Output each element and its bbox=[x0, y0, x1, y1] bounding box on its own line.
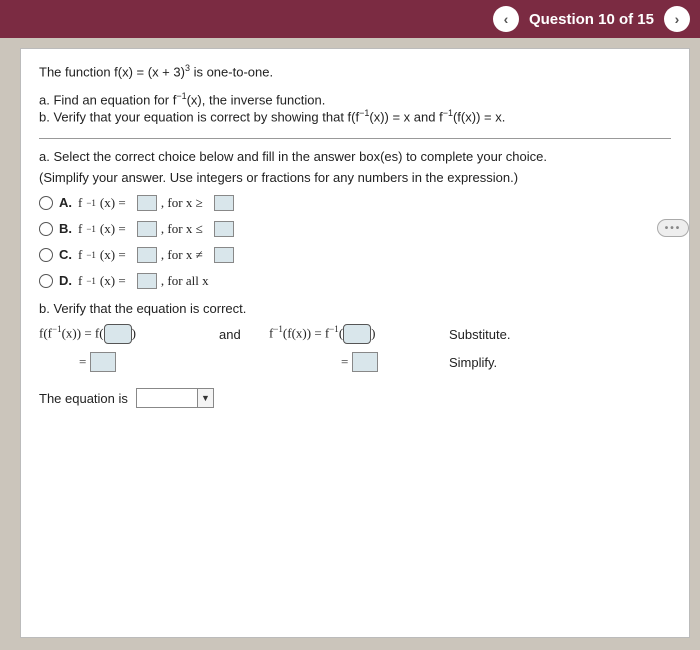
conclusion-select[interactable]: ▼ bbox=[136, 388, 214, 408]
choice-expr: f−1(x) = , for all x bbox=[78, 273, 216, 289]
choice-letter: C. bbox=[59, 247, 72, 262]
lhs-simplify-input[interactable] bbox=[90, 352, 116, 372]
choice-letter: A. bbox=[59, 195, 72, 210]
choice-1-cond-input[interactable] bbox=[214, 221, 234, 237]
question-title: Question 10 of 15 bbox=[529, 11, 654, 28]
next-button[interactable]: › bbox=[664, 6, 690, 32]
choice-3-ans-input[interactable] bbox=[137, 273, 157, 289]
rhs1-exp: −1 bbox=[273, 324, 283, 334]
lhs-expr: f(f−1(x)) = f() bbox=[39, 324, 219, 344]
eq2: = bbox=[341, 354, 348, 370]
chevron-down-icon: ▼ bbox=[197, 389, 213, 407]
radio-B[interactable] bbox=[39, 222, 53, 236]
lhs1-exp: −1 bbox=[52, 324, 62, 334]
choice-1-ans-input[interactable] bbox=[137, 221, 157, 237]
a-post: (x), the inverse function. bbox=[187, 93, 326, 108]
choice-0-ans-input[interactable] bbox=[137, 195, 157, 211]
radio-A[interactable] bbox=[39, 196, 53, 210]
choice-expr: f−1(x) = , for x ≥ bbox=[78, 195, 234, 211]
b-mid: (x)) = x and f bbox=[369, 109, 442, 124]
rhs-sub-input[interactable] bbox=[343, 324, 371, 344]
lhs1-pre: f(f bbox=[39, 325, 52, 340]
rhs1-exp2: −1 bbox=[329, 324, 339, 334]
choice-row-C: C. f−1(x) = , for x ≠ bbox=[39, 247, 671, 263]
rhs1-mid: (f(x)) = f bbox=[283, 325, 329, 340]
lhs1-post: (x)) = f( bbox=[62, 325, 104, 340]
lhs-close: ) bbox=[132, 325, 136, 340]
choice-row-D: D. f−1(x) = , for all x bbox=[39, 273, 671, 289]
substitute-label: Substitute. bbox=[449, 327, 529, 342]
simplify-label: Simplify. bbox=[449, 355, 529, 370]
lhs-sub-input[interactable] bbox=[104, 324, 132, 344]
choice-expr: f−1(x) = , for x ≤ bbox=[78, 221, 234, 237]
lhs-simplify-row: = bbox=[79, 352, 219, 372]
b-exp2: −1 bbox=[443, 108, 453, 118]
parta-lead: a. Select the correct choice below and f… bbox=[39, 149, 671, 164]
choice-row-A: A. f−1(x) = , for x ≥ bbox=[39, 195, 671, 211]
more-button[interactable]: ••• bbox=[657, 219, 689, 237]
radio-D[interactable] bbox=[39, 274, 53, 288]
question-card: The function f(x) = (x + 3)3 is one-to-o… bbox=[20, 48, 690, 638]
rhs-close: ) bbox=[371, 325, 375, 340]
choice-expr: f−1(x) = , for x ≠ bbox=[78, 247, 234, 263]
b-exp1: −1 bbox=[359, 108, 369, 118]
prompt-a: a. Find an equation for f−1(x), the inve… bbox=[39, 91, 671, 107]
prompt-b: b. Verify that your equation is correct … bbox=[39, 108, 671, 124]
b-pre: b. Verify that your equation is correct … bbox=[39, 109, 359, 124]
problem-statement: The function f(x) = (x + 3)3 is one-to-o… bbox=[39, 63, 671, 79]
choice-0-cond-input[interactable] bbox=[214, 195, 234, 211]
choice-2-ans-input[interactable] bbox=[137, 247, 157, 263]
radio-C[interactable] bbox=[39, 248, 53, 262]
choice-2-cond-input[interactable] bbox=[214, 247, 234, 263]
a-pre: a. Find an equation for f bbox=[39, 93, 176, 108]
choice-letter: B. bbox=[59, 221, 72, 236]
choice-letter: D. bbox=[59, 273, 72, 288]
parta-note: (Simplify your answer. Use integers or f… bbox=[39, 170, 671, 185]
rhs-expr: f−1(f(x)) = f−1() bbox=[269, 324, 449, 344]
rhs-simplify-row: = bbox=[341, 352, 449, 372]
prev-button[interactable]: ‹ bbox=[493, 6, 519, 32]
a-exp: −1 bbox=[176, 91, 186, 101]
conclusion-label: The equation is bbox=[39, 391, 128, 406]
divider bbox=[39, 138, 671, 139]
eq1: = bbox=[79, 354, 86, 370]
partb-lead: b. Verify that the equation is correct. bbox=[39, 301, 671, 316]
intro-pre: The function f(x) = (x + 3) bbox=[39, 64, 185, 79]
rhs-simplify-input[interactable] bbox=[352, 352, 378, 372]
choice-row-B: B. f−1(x) = , for x ≤ bbox=[39, 221, 671, 237]
intro-post: is one-to-one. bbox=[190, 64, 273, 79]
b-post: (f(x)) = x. bbox=[453, 109, 505, 124]
and-label: and bbox=[219, 327, 269, 342]
